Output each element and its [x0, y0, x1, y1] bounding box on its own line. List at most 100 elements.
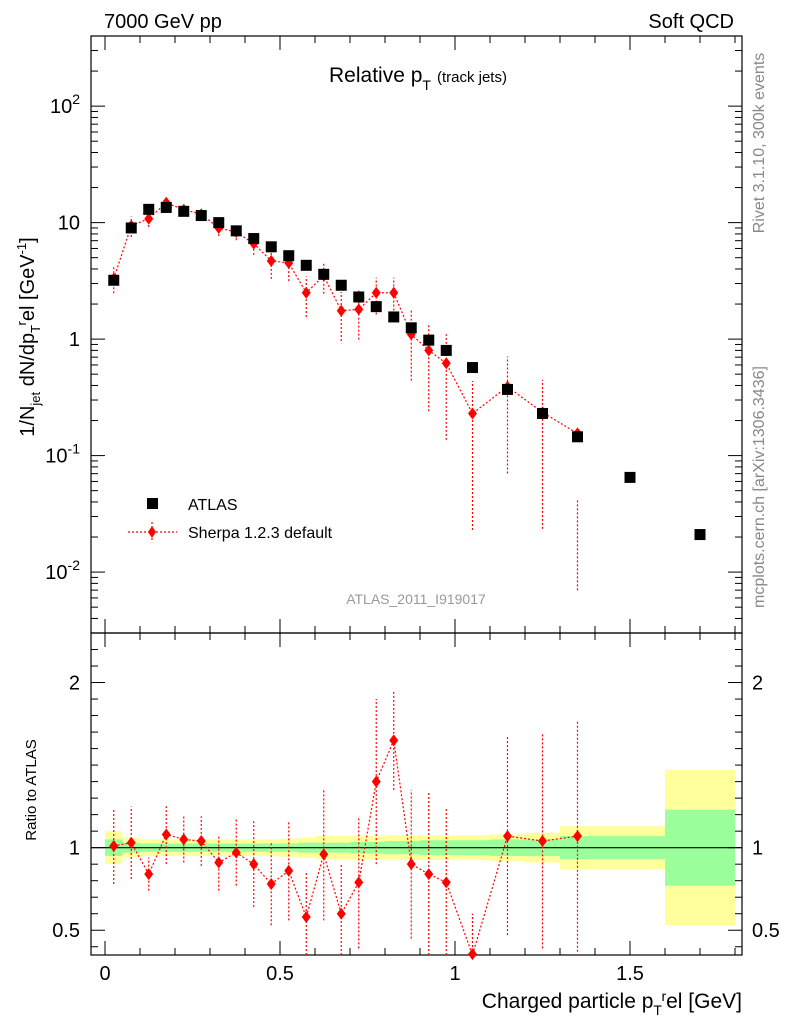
y-tick-label-exponent: -2	[68, 557, 81, 573]
atlas-main-point	[300, 259, 312, 271]
atlas-main-point	[624, 471, 636, 483]
sherpa-ratio-point	[161, 828, 171, 841]
sherpa-ratio-point	[301, 911, 311, 924]
y-tick-label-exponent: -1	[68, 441, 81, 457]
sherpa-main-point	[389, 286, 399, 299]
sherpa-ratio-point	[424, 868, 434, 881]
rivet-label: Rivet 3.1.10, 300k events	[751, 53, 768, 234]
atlas-main-point	[423, 334, 435, 346]
mcplots-label: mcplots.cern.ch [arXiv:1306.3436]	[751, 366, 768, 608]
sherpa-ratio-point	[144, 868, 154, 881]
plot-title-main: Relative p	[329, 64, 422, 87]
x-axis-label: Charged particle pTrel [GeV]	[482, 988, 742, 1018]
sherpa-main-point	[266, 254, 276, 267]
sherpa-ratio-point	[573, 830, 582, 843]
sherpa-ratio-point	[266, 877, 276, 890]
atlas-main-point	[213, 217, 225, 229]
sherpa-ratio-point	[231, 846, 241, 859]
sherpa-ratio-point	[538, 835, 547, 848]
legend: ATLAS Sherpa 1.2.3 default	[128, 497, 333, 542]
y-tick-label-main: 10	[58, 213, 80, 235]
main-y-axis-label: 1/Njet dN/dpTrel [GeV-1]	[14, 237, 43, 436]
atlas-main-point	[283, 250, 295, 262]
sherpa-ratio-point	[319, 848, 329, 861]
legend-atlas-label: ATLAS	[188, 497, 238, 514]
sherpa-ratio-point	[179, 833, 189, 846]
sherpa-ratio-point	[389, 734, 399, 747]
sherpa-main-line	[113, 202, 578, 434]
svg-text:1/Njet dN/dpTrel [GeV-1]: 1/Njet dN/dpTrel [GeV-1]	[14, 237, 43, 436]
sherpa-ratio-point	[284, 864, 294, 877]
x-tick-label: 0.5	[266, 963, 294, 985]
atlas-main-point	[440, 344, 452, 356]
atlas-main-point	[143, 203, 155, 215]
sherpa-ratio-series	[109, 690, 582, 961]
atlas-main-point	[318, 268, 330, 280]
atlas-main-point	[694, 529, 706, 541]
atlas-main-point	[572, 431, 583, 443]
header-right: Soft QCD	[648, 11, 734, 33]
atlas-main-point	[353, 291, 365, 303]
y-tick-label-main: 1	[69, 329, 80, 351]
y-tick-label-main: 10-2	[45, 557, 80, 584]
atlas-main-point	[160, 201, 172, 213]
sherpa-main-point	[144, 212, 154, 225]
sherpa-ratio-point	[126, 836, 136, 849]
sherpa-ratio-point	[109, 840, 119, 853]
atlas-main-point	[388, 311, 400, 323]
plot-title: Relative pT (track jets)	[329, 64, 507, 93]
sherpa-ratio-point	[371, 775, 381, 788]
legend-atlas-marker	[147, 498, 158, 509]
sherpa-ratio-point	[468, 948, 477, 961]
ratio-panel-frame	[90, 632, 743, 956]
plot-title-suffix: (track jets)	[437, 69, 507, 86]
sherpa-ratio-point	[336, 907, 346, 920]
sherpa-main-point	[301, 286, 311, 299]
y-tick-label-ratio-right: 0.5	[752, 920, 780, 942]
sherpa-ratio-point	[503, 830, 512, 843]
atlas-main-point	[370, 301, 382, 313]
sherpa-main-point	[441, 357, 451, 370]
atlas-main-series	[108, 201, 706, 541]
sherpa-main-point	[371, 286, 381, 299]
y-tick-label-main: 102	[50, 91, 80, 118]
y-tick-label-ratio-right: 2	[752, 673, 763, 695]
sherpa-ratio-point	[441, 876, 451, 889]
main-panel-frame	[90, 35, 743, 634]
atlas-main-point	[178, 205, 190, 217]
x-tick-label: 1.5	[616, 963, 644, 985]
sherpa-main-point	[424, 344, 434, 357]
atlas-main-point	[265, 241, 277, 253]
analysis-watermark: ATLAS_2011_I919017	[346, 591, 486, 607]
legend-sherpa-label: Sherpa 1.2.3 default	[188, 525, 333, 542]
atlas-main-point	[467, 362, 478, 374]
plot-title-sub: T	[422, 77, 431, 93]
y-tick-label-exponent: 2	[72, 91, 80, 107]
atlas-main-point	[195, 210, 207, 222]
x-tick-label: 1	[449, 963, 460, 985]
atlas-main-point	[230, 225, 242, 237]
atlas-main-point	[248, 233, 260, 245]
axis-ticks	[91, 35, 742, 955]
y-tick-label-ratio: 0.5	[52, 920, 80, 942]
sherpa-ratio-point	[196, 835, 206, 848]
legend-sherpa-marker	[148, 526, 156, 538]
header-left: 7000 GeV pp	[104, 11, 222, 33]
atlas-main-point	[125, 222, 137, 234]
atlas-main-point	[405, 322, 417, 334]
y-tick-label-ratio: 2	[69, 673, 80, 695]
sherpa-ratio-point	[406, 858, 416, 871]
tick-labels: 0 0.5 1 1.5 10-2 10-1 1 10 102 0.5 0.5 1 1 2 2	[45, 91, 780, 985]
sherpa-main-point	[354, 303, 364, 316]
y-tick-label-main: 10-1	[45, 441, 80, 468]
atlas-main-point	[537, 407, 548, 419]
atlas-main-point	[502, 383, 513, 395]
y-tick-label-ratio: 1	[69, 838, 80, 860]
sherpa-ratio-point	[354, 876, 364, 889]
x-tick-label: 0	[99, 963, 110, 985]
atlas-main-point	[335, 279, 347, 291]
atlas-main-point	[108, 274, 120, 286]
ratio-y-axis-label: Ratio to ATLAS	[23, 739, 40, 840]
